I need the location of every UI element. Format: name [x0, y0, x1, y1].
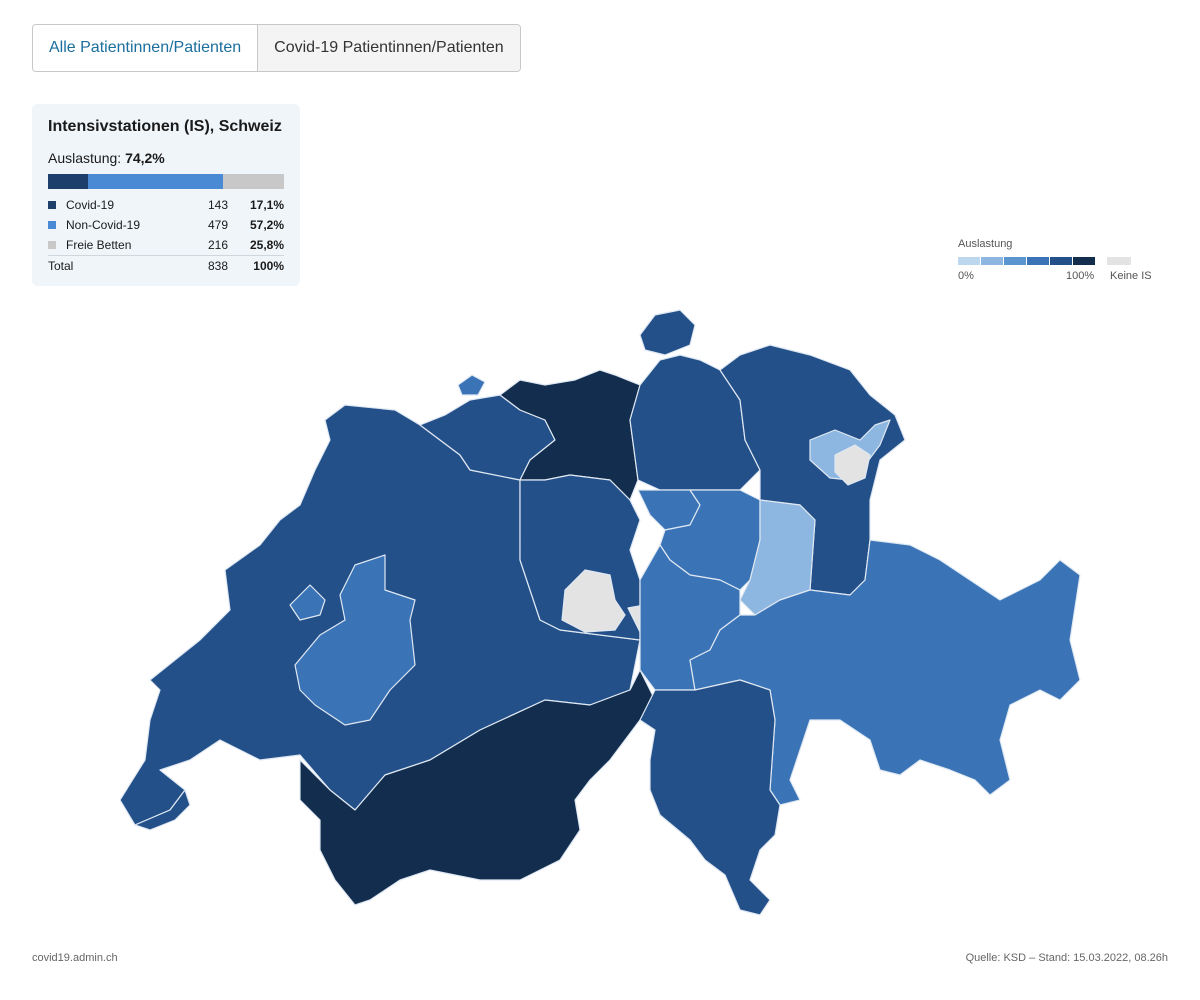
canton-ticino[interactable]	[639, 679, 781, 916]
legend-min-label: 0%	[958, 270, 974, 282]
summary-table: Covid-19 143 17,1% Non-Covid-19 479 57,2…	[48, 195, 284, 276]
legend-title: Auslastung	[958, 238, 1013, 250]
canton-valais[interactable]	[299, 669, 656, 906]
table-row-total: Total 838 100%	[48, 255, 284, 276]
capacity-bar-non-covid	[88, 174, 224, 189]
canton-fribourg[interactable]	[294, 554, 416, 726]
row-count: 479	[207, 218, 228, 232]
utilization-value: 74,2%	[125, 150, 165, 166]
row-count: 143	[207, 198, 228, 212]
free-beds-swatch	[48, 241, 56, 249]
capacity-bar-covid	[48, 174, 89, 189]
row-percent: 57,2%	[249, 218, 284, 232]
row-label: Covid-19	[66, 198, 115, 212]
legend-ramp-step	[1050, 257, 1072, 265]
legend-max-label: 100%	[1066, 270, 1095, 282]
legend-ramp-step	[958, 257, 980, 265]
utilization-label: Auslastung:	[48, 150, 122, 166]
capacity-bar-free	[223, 174, 285, 189]
legend-no-icu-swatch	[1107, 257, 1131, 265]
legend-ramp-step	[1004, 257, 1026, 265]
icu-summary-card: Intensivstationen (IS), Schweiz Auslastu…	[32, 104, 300, 286]
legend-ramp-step	[1027, 257, 1049, 265]
table-row-covid: Covid-19 143 17,1%	[48, 195, 284, 215]
view-tabs: Alle Patientinnen/Patienten Covid-19 Pat…	[32, 24, 521, 72]
footer-data-source: Quelle: KSD – Stand: 15.03.2022, 08.26h	[965, 952, 1168, 964]
canton-geneva[interactable]	[134, 789, 191, 831]
legend-color-ramp	[958, 257, 1095, 265]
row-percent: 17,1%	[249, 198, 284, 212]
canton-basel-stadt[interactable]	[457, 374, 486, 396]
canton-fribourg-enclave[interactable]	[289, 584, 326, 621]
canton-obwalden[interactable]	[561, 569, 626, 633]
table-row-free-beds: Freie Betten 216 25,8%	[48, 235, 284, 256]
total-percent: 100%	[228, 255, 284, 276]
tab-covid-patients[interactable]: Covid-19 Patientinnen/Patienten	[257, 25, 520, 71]
map-legend: Auslastung 0% 100% Keine IS	[958, 238, 1158, 286]
table-row-non-covid: Non-Covid-19 479 57,2%	[48, 215, 284, 235]
capacity-bar	[48, 174, 285, 189]
total-label: Total	[48, 255, 196, 276]
covid-swatch	[48, 201, 56, 209]
utilization-line: Auslastung: 74,2%	[48, 150, 284, 166]
legend-ramp-step	[1073, 257, 1095, 265]
row-label: Freie Betten	[66, 238, 132, 252]
row-label: Non-Covid-19	[66, 218, 141, 232]
non-covid-swatch	[48, 221, 56, 229]
footer-source-site: covid19.admin.ch	[32, 952, 118, 964]
total-count: 838	[195, 255, 228, 276]
canton-appenzell-ai[interactable]	[834, 444, 871, 486]
tab-all-patients[interactable]: Alle Patientinnen/Patienten	[33, 25, 258, 71]
row-count: 216	[207, 238, 228, 252]
legend-ramp-step	[981, 257, 1003, 265]
canton-schaffhausen[interactable]	[639, 309, 696, 356]
row-percent: 25,8%	[249, 238, 284, 252]
summary-title: Intensivstationen (IS), Schweiz	[48, 118, 282, 135]
legend-no-icu-label: Keine IS	[1110, 270, 1152, 282]
